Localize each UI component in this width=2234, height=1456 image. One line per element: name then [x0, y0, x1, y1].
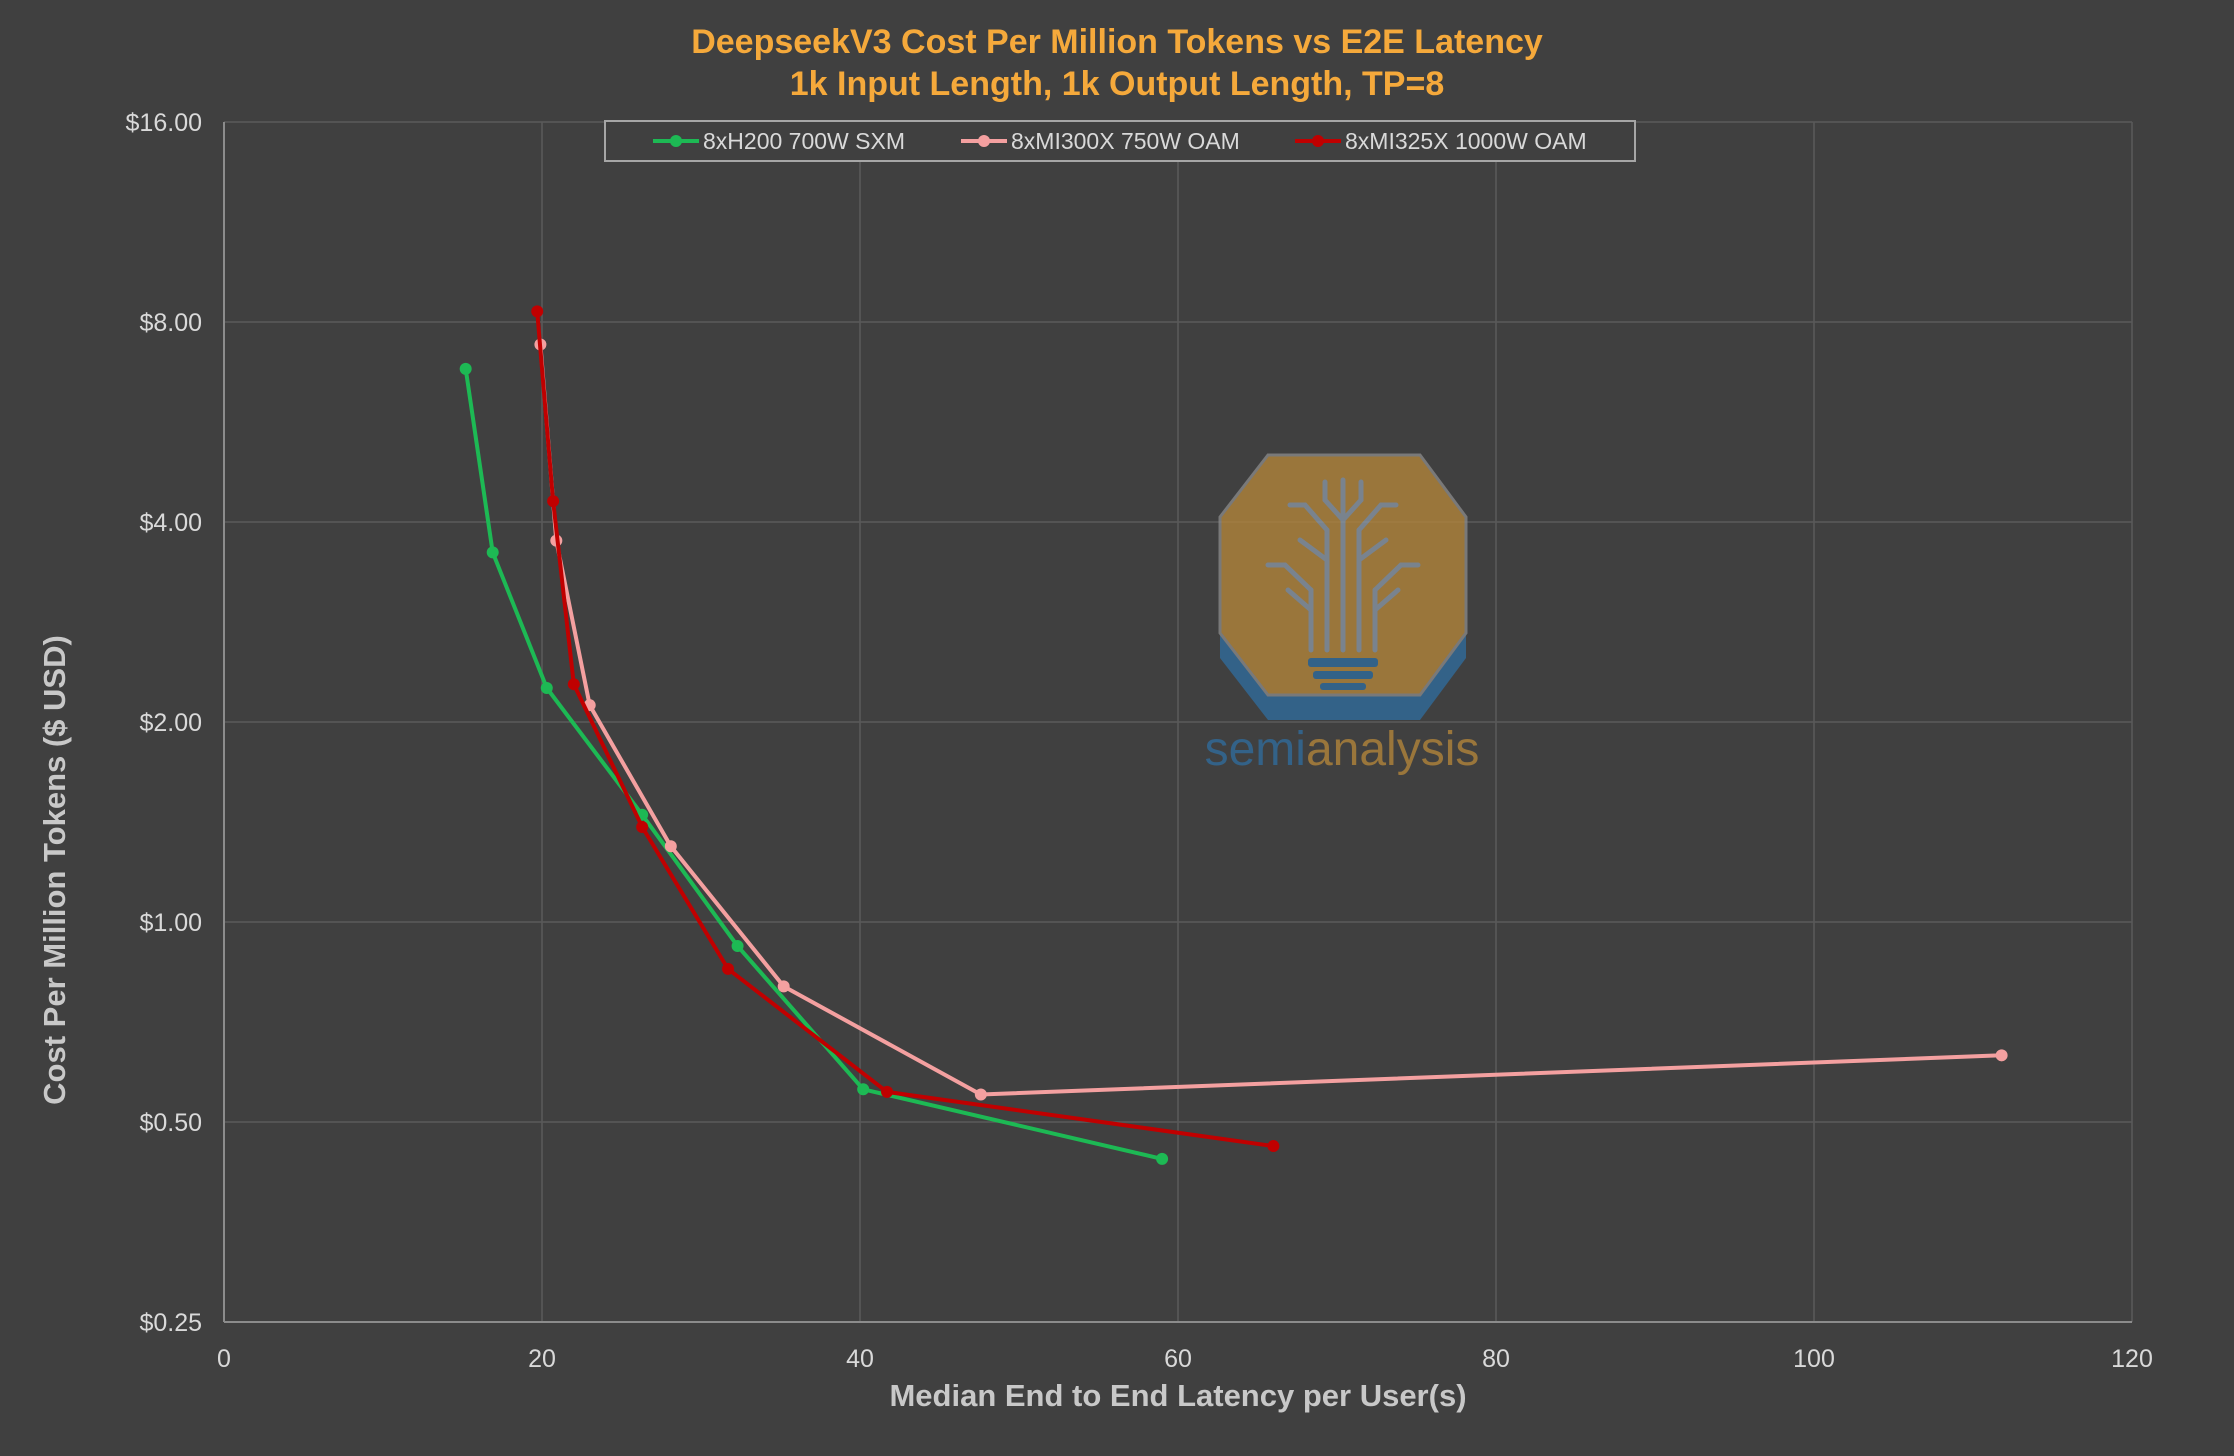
- x-tick-label: 60: [1164, 1345, 1192, 1373]
- series-1: [459, 362, 1169, 1165]
- y-axis-title: Cost Per Million Tokens ($ USD): [37, 635, 72, 1105]
- chart-title: DeepseekV3 Cost Per Million Tokens vs E2…: [691, 23, 1543, 61]
- x-tick-label: 0: [217, 1345, 231, 1373]
- series-3: [531, 305, 1280, 1153]
- data-point: [881, 1085, 894, 1098]
- legend-box: [604, 120, 1636, 162]
- logo-bulb-base-3: [1320, 683, 1366, 690]
- data-point: [777, 980, 790, 993]
- data-point: [1267, 1140, 1280, 1153]
- data-point: [1156, 1152, 1169, 1165]
- series-layer: [459, 305, 2008, 1165]
- y-tick-label: $16.00: [126, 109, 202, 137]
- grid-layer: 0 20 40 60 80 100 120 $0.25 $0.50 $1.00 $2.00 $4.00…: [126, 109, 2153, 1373]
- legend-item-1: 8xH200 700W SXM: [653, 128, 905, 154]
- data-point: [722, 962, 735, 975]
- data-point: [731, 940, 744, 953]
- y-tick-label: $8.00: [139, 309, 202, 337]
- y-tick-label: $0.25: [139, 1309, 202, 1337]
- legend-label: 8xMI325X 1000W OAM: [1345, 128, 1587, 154]
- data-point: [857, 1083, 870, 1096]
- x-tick-label: 80: [1482, 1345, 1510, 1373]
- circuit-tree-lightbulb-icon: [1265, 477, 1421, 653]
- y-tick-label: $2.00: [139, 709, 202, 737]
- data-point: [664, 840, 677, 853]
- logo-bulb-base-2: [1313, 671, 1373, 679]
- x-tick-label: 20: [528, 1345, 556, 1373]
- data-point: [540, 682, 553, 695]
- x-axis-title: Median End to End Latency per User(s): [889, 1378, 1466, 1413]
- logo-text-semi: semi: [1205, 723, 1306, 776]
- data-point: [1995, 1049, 2008, 1062]
- chart-subtitle: 1k Input Length, 1k Output Length, TP=8: [790, 65, 1445, 103]
- y-tick-label: $4.00: [139, 509, 202, 537]
- y-tick-label: $0.50: [139, 1109, 202, 1137]
- logo-wordmark: semianalysis: [1205, 723, 1480, 776]
- x-tick-label: 120: [2111, 1345, 2153, 1373]
- legend-swatch-marker: [670, 135, 682, 147]
- legend-items: 8xH200 700W SXM 8xMI300X 750W OAM 8xMI325X…: [653, 128, 1587, 154]
- legend-item-3: 8xMI325X 1000W OAM: [1295, 128, 1587, 154]
- x-tick-label: 40: [846, 1345, 874, 1373]
- legend: 8xH200 700W SXM 8xMI300X 750W OAM 8xMI325X…: [604, 120, 1636, 162]
- data-point: [567, 678, 580, 691]
- data-point: [636, 820, 649, 833]
- legend-label: 8xMI300X 750W OAM: [1011, 128, 1240, 154]
- data-point: [486, 546, 499, 559]
- y-tick-label: $1.00: [139, 909, 202, 937]
- data-point: [531, 305, 544, 318]
- legend-item-2: 8xMI300X 750W OAM: [961, 128, 1240, 154]
- x-tick-label: 100: [1793, 1345, 1835, 1373]
- logo-bulb-base-1: [1308, 658, 1378, 667]
- data-point: [547, 495, 560, 508]
- data-point: [459, 362, 472, 375]
- watermark-logo: semianalysis: [1205, 453, 1480, 776]
- legend-label: 8xH200 700W SXM: [703, 128, 905, 154]
- legend-swatch-marker: [1312, 135, 1324, 147]
- data-point: [974, 1088, 987, 1101]
- logo-text-analysis: analysis: [1306, 723, 1479, 776]
- legend-swatch-marker: [978, 135, 990, 147]
